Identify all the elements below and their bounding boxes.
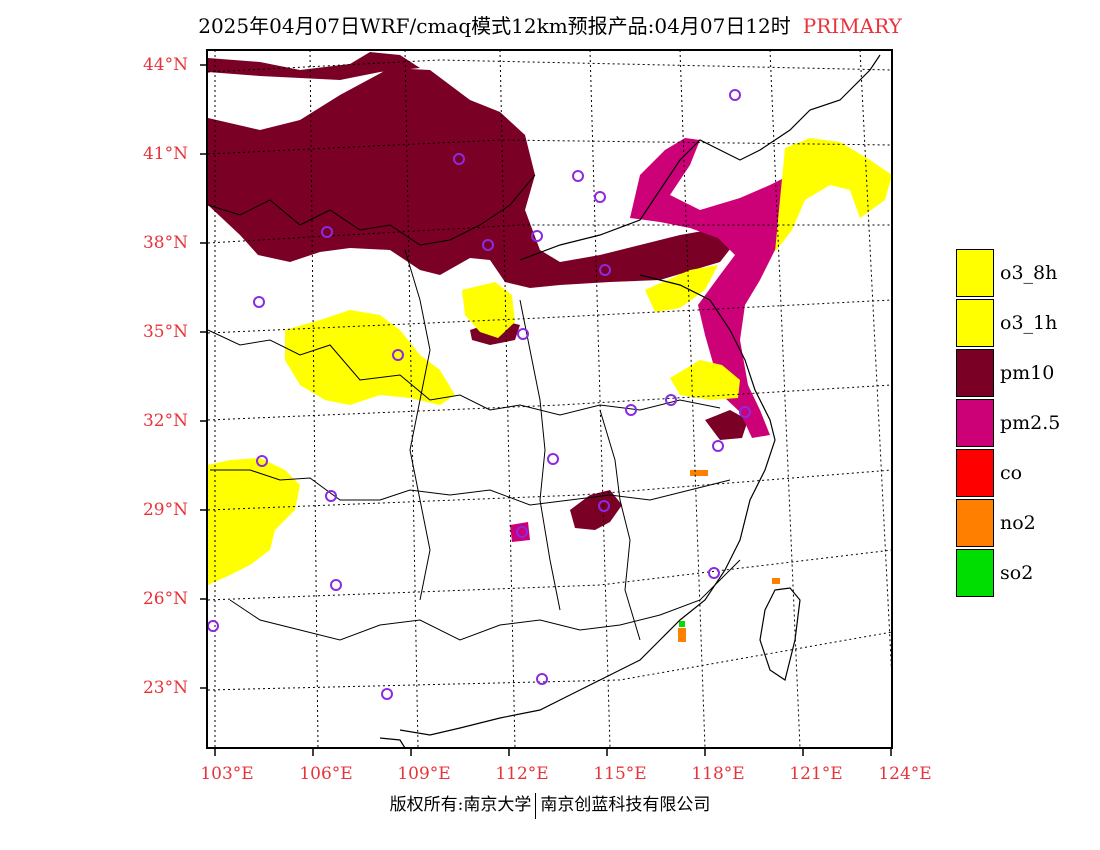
station-marker (665, 394, 677, 406)
legend-label: o3_8h (1000, 262, 1058, 284)
station-marker (625, 404, 637, 416)
no2-spots (678, 470, 780, 642)
legend-label: pm10 (1000, 362, 1055, 384)
legend-item-co: co (956, 448, 1060, 498)
graticule (207, 49, 893, 749)
legend-swatch (956, 399, 994, 447)
legend-swatch (956, 299, 994, 347)
no2-spot (690, 470, 708, 476)
axis-ticks (200, 64, 892, 756)
station-marker (256, 455, 268, 467)
no2-spot (678, 628, 686, 642)
station-marker (482, 239, 494, 251)
station-marker (453, 153, 465, 165)
o3-regions (208, 138, 892, 585)
legend-label: pm2.5 (1000, 412, 1061, 434)
map-frame (206, 49, 893, 749)
station-marker (598, 500, 610, 512)
station-marker (381, 688, 393, 700)
pm10-central-patch (570, 490, 622, 530)
o3-west-region (208, 458, 300, 585)
coastline (379, 54, 881, 749)
pm10-jiangsu-patch (705, 410, 748, 440)
legend-swatch (956, 449, 994, 497)
legend-item-o3-8h: o3_8h (956, 248, 1060, 298)
lat-label: 32°N (142, 411, 188, 431)
station-marker (207, 620, 219, 632)
o3-henan-patch (462, 282, 515, 338)
legend-swatch (956, 349, 994, 397)
legend-label: no2 (1000, 512, 1036, 534)
lon-label: 115°E (593, 764, 647, 784)
title-text: 2025年04月07日WRF/cmaq模式12km预报产品:04月07日12时 (198, 14, 791, 38)
title-tag: PRIMARY (802, 14, 902, 38)
province-boundaries (207, 174, 741, 641)
lon-label: 124°E (878, 764, 932, 784)
o3-bohai-region (775, 138, 892, 252)
station-marker (708, 567, 720, 579)
station-marker (739, 406, 751, 418)
station-marker (536, 673, 548, 685)
o3-jiangsu-patch (670, 360, 740, 400)
lat-label: 41°N (142, 144, 188, 164)
copyright-footer: 版权所有:南京大学 南京创蓝科技有限公司 (0, 790, 1100, 819)
lon-label: 118°E (691, 764, 745, 784)
lon-label: 112°E (495, 764, 549, 784)
station-marker (729, 89, 741, 101)
legend: o3_8h o3_1h pm10 pm2.5 co no2 so2 (956, 248, 1060, 598)
legend-item-no2: no2 (956, 498, 1060, 548)
legend-item-o3-1h: o3_1h (956, 298, 1060, 348)
legend-item-so2: so2 (956, 548, 1060, 598)
footer-separator (535, 792, 537, 819)
station-marker (321, 226, 333, 238)
legend-swatch (956, 499, 994, 547)
map-title: 2025年04月07日WRF/cmaq模式12km预报产品:04月07日12时 P… (0, 10, 1100, 39)
lat-label: 29°N (142, 500, 188, 520)
station-marker (253, 296, 265, 308)
station-markers (207, 89, 751, 700)
legend-label: o3_1h (1000, 312, 1058, 334)
so2-spots (679, 621, 685, 627)
lon-label: 106°E (299, 764, 353, 784)
o3-central-region (285, 310, 455, 405)
lon-label: 121°E (789, 764, 843, 784)
legend-item-pm25: pm2.5 (956, 398, 1060, 448)
lat-label: 38°N (142, 233, 188, 253)
station-marker (712, 440, 724, 452)
lat-label: 26°N (142, 589, 188, 609)
station-marker (594, 191, 606, 203)
footer-left: 版权所有:南京大学 (389, 795, 532, 815)
pm25-coastal-band (630, 138, 798, 438)
legend-swatch (956, 249, 994, 297)
station-marker (330, 579, 342, 591)
legend-label: so2 (1000, 562, 1034, 584)
lat-label: 35°N (142, 322, 188, 342)
lat-label: 23°N (142, 678, 188, 698)
pm10-north-region (208, 68, 745, 288)
station-marker (599, 264, 611, 276)
station-marker (531, 230, 543, 242)
legend-label: co (1000, 462, 1023, 484)
station-marker (516, 526, 528, 538)
footer-right: 南京创蓝科技有限公司 (540, 795, 711, 815)
taiwan-outline (759, 587, 801, 681)
legend-swatch (956, 549, 994, 597)
no2-spot (772, 578, 780, 584)
station-marker (325, 490, 337, 502)
station-marker (547, 453, 559, 465)
lon-label: 109°E (397, 764, 451, 784)
lon-label: 103°E (200, 764, 254, 784)
legend-item-pm10: pm10 (956, 348, 1060, 398)
station-marker (572, 170, 584, 182)
o3-shandong-strip (645, 265, 718, 312)
station-marker (517, 328, 529, 340)
lat-label: 44°N (142, 55, 188, 75)
so2-spot (679, 621, 685, 627)
pm10-top-strip (208, 52, 420, 80)
hainan-outline (379, 737, 406, 749)
station-marker (392, 349, 404, 361)
